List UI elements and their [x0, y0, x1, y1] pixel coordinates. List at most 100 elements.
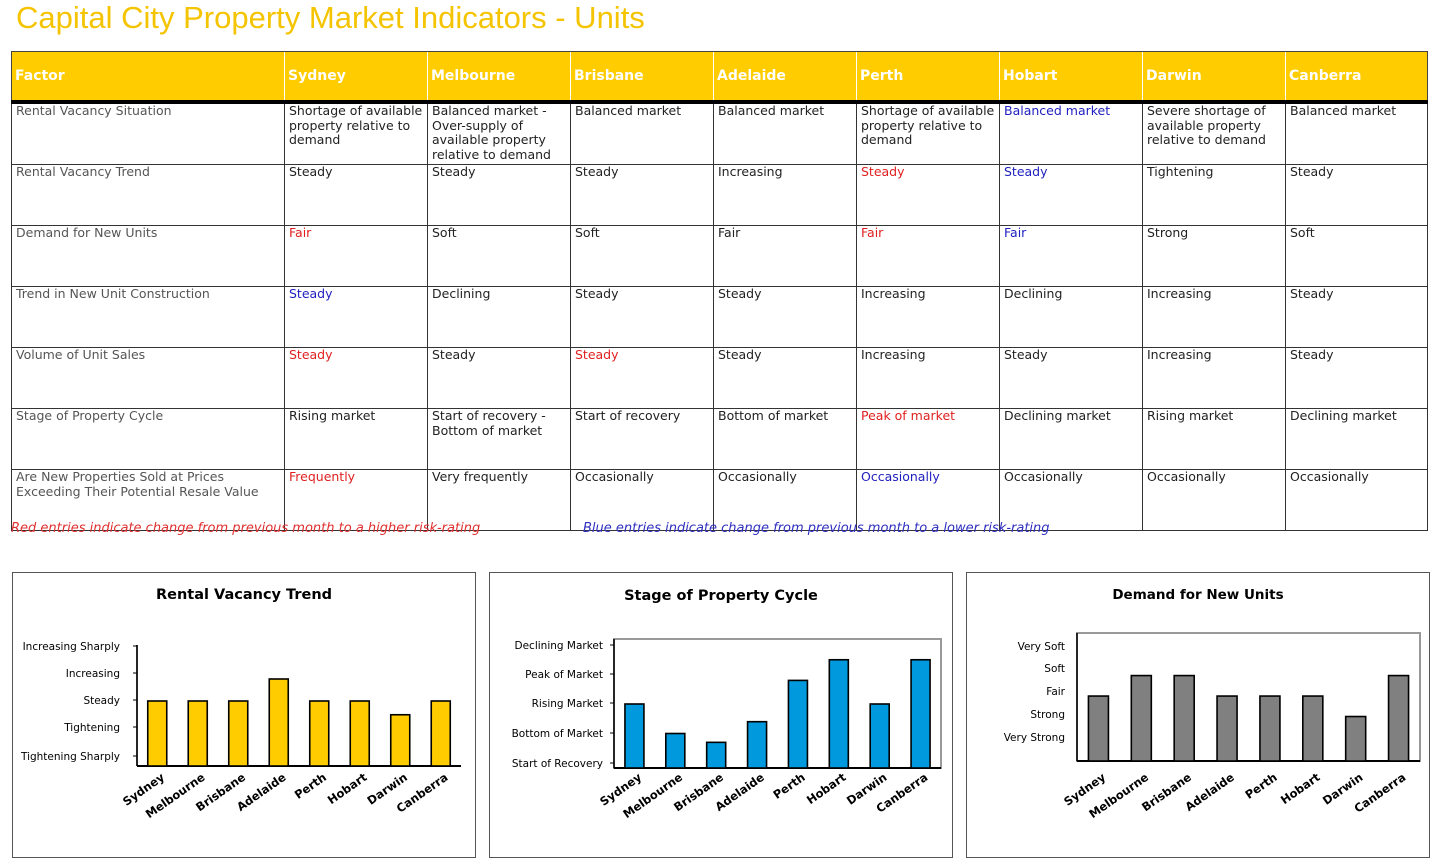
bar-hobart [828, 658, 850, 769]
red-entries-note: Red entries indicate change from previou… [11, 521, 481, 536]
table-cell: Balanced market [1285, 101, 1428, 165]
y-tick-label: Declining Market [515, 640, 603, 652]
table-cell: Occasionally [1142, 469, 1286, 531]
table-row: Volume of Unit Sales Steady Steady Steady St… [11, 347, 1428, 409]
category-label: Hobart [804, 770, 849, 807]
table-cell: Soft [1285, 225, 1428, 287]
table-cell: Steady [999, 347, 1143, 409]
table-cell: Very frequently [427, 469, 571, 531]
page-title: Capital City Property Market Indicators … [16, 0, 645, 35]
chart-title: Rental Vacancy Trend [156, 587, 332, 603]
column-header-brisbane: Brisbane [570, 51, 714, 104]
column-header-melbourne: Melbourne [427, 51, 571, 104]
table-cell: Declining market [999, 408, 1143, 470]
table-cell: Steady [1285, 286, 1428, 348]
table-cell: Occasionally [856, 469, 1000, 531]
category-label: Adelaide [1182, 770, 1237, 814]
table-cell: Steady [570, 286, 714, 348]
table-cell: Balanced market [999, 101, 1143, 165]
table-cell: Declining market [1285, 408, 1428, 470]
column-header-hobart: Hobart [999, 51, 1143, 104]
bar-perth [308, 700, 330, 767]
table-row: Rental Vacancy Trend Steady Steady Steady In… [11, 164, 1428, 226]
table-cell: Start of recovery [570, 408, 714, 470]
table-cell: Shortage of available property relative … [284, 101, 428, 165]
table-cell: Fair [856, 225, 1000, 287]
table-cell: Steady [856, 164, 1000, 226]
stage-of-property-cycle-chart: Stage of Property Cycle Start of Recovery… [489, 572, 953, 858]
bar-darwin [1344, 715, 1367, 762]
table-cell: Frequently [284, 469, 428, 531]
column-header-sydney: Sydney [284, 51, 428, 104]
bar-melbourne [665, 732, 686, 769]
chart-title: Demand for New Units [1112, 587, 1283, 603]
table-cell: Bottom of market [713, 408, 857, 470]
table-cell: Steady [284, 286, 428, 348]
plot-frame [613, 638, 942, 769]
table-cell: Steady [713, 286, 857, 348]
table-cell: Occasionally [1285, 469, 1428, 531]
table-cell: Occasionally [999, 469, 1143, 531]
factor-cell: Volume of Unit Sales [11, 347, 285, 409]
factor-cell: Demand for New Units [11, 225, 285, 287]
table-cell: Soft [427, 225, 571, 287]
bar-darwin [389, 713, 411, 767]
table-cell: Balanced market [713, 101, 857, 165]
y-tick-label: Strong [1030, 709, 1065, 721]
factor-cell: Rental Vacancy Situation [11, 101, 285, 165]
table-cell: Fair [284, 225, 428, 287]
bar-sydney [146, 700, 168, 767]
category-label: Perth [770, 770, 807, 802]
y-tick-label: Start of Recovery [512, 758, 603, 770]
bar-perth [1259, 695, 1281, 762]
bar-sydney [624, 703, 645, 769]
table-cell: Steady [1285, 164, 1428, 226]
table-cell: Balanced market [570, 101, 714, 165]
bar-hobart [1302, 695, 1324, 762]
y-tick-label: Very Soft [1018, 641, 1065, 653]
table-cell: Increasing [713, 164, 857, 226]
column-header-perth: Perth [856, 51, 1000, 104]
table-cell: Shortage of available property relative … [856, 101, 1000, 165]
table-cell: Rising market [1142, 408, 1286, 470]
column-header-darwin: Darwin [1142, 51, 1286, 104]
table-body: Rental Vacancy Situation Shortage of avai… [11, 101, 1428, 531]
table-cell: Increasing [1142, 286, 1286, 348]
bar-brisbane [227, 700, 249, 767]
table-cell: Fair [999, 225, 1143, 287]
y-tick-label: Tightening [63, 722, 120, 734]
column-header-canberra: Canberra [1285, 51, 1428, 104]
bar-canberra [430, 700, 452, 767]
y-tick-label: Soft [1044, 663, 1065, 675]
plot-frame [1076, 632, 1421, 762]
table-cell: Steady [284, 347, 428, 409]
table-cell: Rising market [284, 408, 428, 470]
table-row: Demand for New Units Fair Soft Soft Fair Fair… [11, 225, 1428, 287]
y-tick-label: Fair [1046, 686, 1065, 698]
table-row: Rental Vacancy Situation Shortage of avai… [11, 101, 1428, 165]
table-cell: Soft [570, 225, 714, 287]
bar-darwin [869, 703, 890, 769]
bar-hobart [349, 700, 371, 767]
blue-entries-note: Blue entries indicate change from previo… [583, 521, 1050, 536]
factor-cell: Trend in New Unit Construction [11, 286, 285, 348]
demand-for-new-units-chart: Demand for New Units Very Strong Strong Fai… [966, 572, 1430, 858]
y-tick-label: Increasing [66, 668, 120, 680]
table-cell: Steady [427, 164, 571, 226]
column-header-adelaide: Adelaide [713, 51, 857, 104]
bar-brisbane [1173, 674, 1195, 762]
bar-sydney [1087, 695, 1110, 762]
factor-cell: Are New Properties Sold at Prices Exceed… [11, 469, 285, 531]
table-cell: Tightening [1142, 164, 1286, 226]
factor-cell: Stage of Property Cycle [11, 408, 285, 470]
category-label: Perth [1242, 770, 1279, 802]
table-row: Stage of Property Cycle Rising market Star… [11, 408, 1428, 470]
bar-canberra [1387, 674, 1410, 762]
table-cell: Increasing [856, 347, 1000, 409]
bar-brisbane [705, 741, 727, 769]
table-cell: Steady [570, 164, 714, 226]
table-cell: Steady [999, 164, 1143, 226]
table-cell: Strong [1142, 225, 1286, 287]
category-label: Perth [292, 770, 329, 802]
bar-perth [787, 679, 809, 769]
